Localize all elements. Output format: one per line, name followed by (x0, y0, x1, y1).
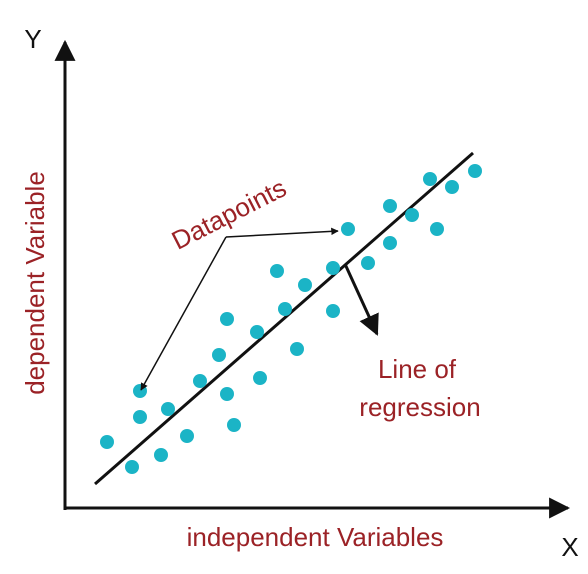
datapoints (100, 164, 482, 474)
datapoints-arrow (225, 227, 339, 238)
y-axis-letter: Y (24, 24, 41, 54)
regression-line (94, 151, 474, 486)
regression-label: regression (359, 392, 480, 422)
y-axis-label: dependent Variable (20, 171, 50, 395)
regression-arrow (343, 263, 379, 336)
datapoints-label: Datapoints (167, 172, 291, 255)
regression-label: Line of (378, 354, 457, 384)
x-axis-label: independent Variables (187, 522, 444, 552)
x-axis-letter: X (561, 532, 578, 562)
datapoints-arrow (140, 236, 227, 391)
